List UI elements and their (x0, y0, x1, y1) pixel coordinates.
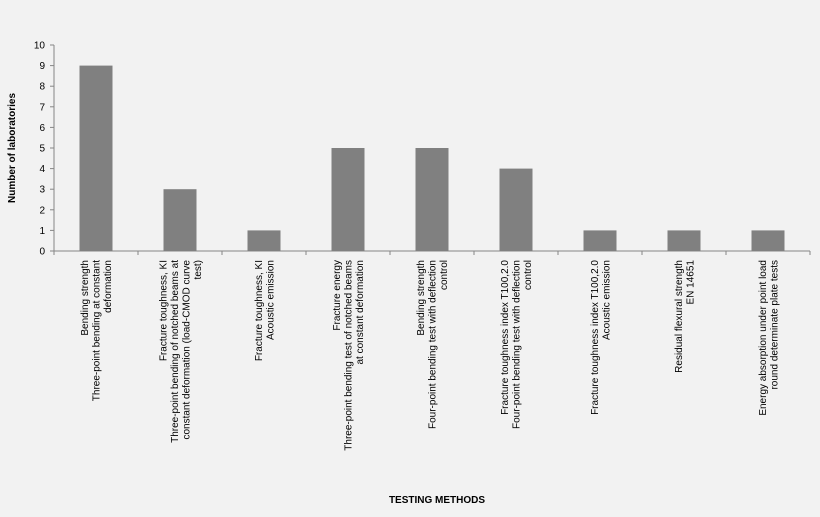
x-tick-label: Bending strength Three-point bending at c… (80, 260, 114, 401)
y-tick-label: 2 (39, 205, 45, 216)
x-tick-label-line: Residual flexural strength (674, 260, 685, 373)
x-tick-label-line: constant deformation (load-CMOD curve (181, 260, 192, 440)
bar (163, 189, 197, 251)
x-tick-label-line: Three-point bending at constant (92, 260, 103, 401)
bar (79, 65, 113, 251)
x-tick-label: Energy absorption under point load round … (758, 260, 781, 416)
x-tick-label-line: Bending strength (416, 260, 427, 336)
bar (667, 230, 701, 251)
y-tick-label: 0 (39, 247, 45, 258)
x-tick-label-line: test) (193, 260, 204, 279)
x-tick-label-line: EN 14651 (685, 260, 696, 305)
y-tick-label: 6 (39, 123, 45, 134)
y-tick-label: 10 (34, 41, 46, 52)
x-tick-label-line: Fracture toughness index T100,2.0 (500, 260, 511, 415)
y-tick-label: 4 (39, 164, 45, 175)
x-tick-label-line: Fracture toughness, KI (158, 260, 169, 361)
x-tick-label-line: control (523, 260, 534, 290)
x-tick-label-line: Energy absorption under point load (758, 260, 769, 416)
y-tick-label: 7 (39, 102, 45, 113)
bar (331, 148, 365, 251)
x-tick-label: Fracture energy Three-point bending test … (332, 260, 366, 451)
x-tick-label-line: round determinate plate tests (769, 260, 780, 390)
bar (247, 230, 281, 251)
bar (499, 168, 533, 251)
x-tick-label-line: Four-point bending test with deflection (512, 260, 523, 429)
y-tick-label: 1 (39, 226, 45, 237)
x-tick-label-line: Three-point bending of notched beams at (170, 260, 181, 443)
bar (751, 230, 785, 251)
x-tick-label-line: at constant deformation (355, 260, 366, 365)
x-axis-title: TESTING METHODS (389, 495, 485, 506)
x-tick-label-line: Fracture toughness, KI (254, 260, 265, 361)
x-tick-label-line: Bending strength (80, 260, 91, 336)
x-tick-label-line: Fracture energy (332, 260, 343, 331)
y-tick-label: 9 (39, 61, 45, 72)
y-axis-title: Number of laboratories (7, 93, 18, 203)
x-tick-label-line: Three-point bending test of notched beam… (344, 260, 355, 451)
x-tick-label-line: Acoustic emission (601, 260, 612, 340)
x-tick-label: Fracture toughness, KI Acoustic emission (254, 260, 277, 361)
y-tick-label: 8 (39, 82, 45, 93)
bar (415, 148, 449, 251)
x-tick-label: Fracture toughness index T100,2.0 Acousti… (590, 260, 613, 415)
x-tick-label-line: Four-point bending test with deflection (428, 260, 439, 429)
y-tick-label: 5 (39, 144, 45, 155)
x-tick-label-line: deformation (103, 260, 114, 313)
x-tick-label-line: Acoustic emission (265, 260, 276, 340)
x-tick-label: Fracture toughness, KI Three-point bendin… (158, 260, 204, 443)
y-tick-label: 3 (39, 185, 45, 196)
x-tick-label: Fracture toughness index T100,2.0 Four-po… (500, 260, 534, 429)
x-tick-label: Bending strength Four-point bending test … (416, 260, 450, 429)
x-tick-label-line: Fracture toughness index T100,2.0 (590, 260, 601, 415)
bar (583, 230, 617, 251)
x-tick-label: Residual flexural strength EN 14651 (674, 260, 697, 373)
x-tick-label-line: control (439, 260, 450, 290)
